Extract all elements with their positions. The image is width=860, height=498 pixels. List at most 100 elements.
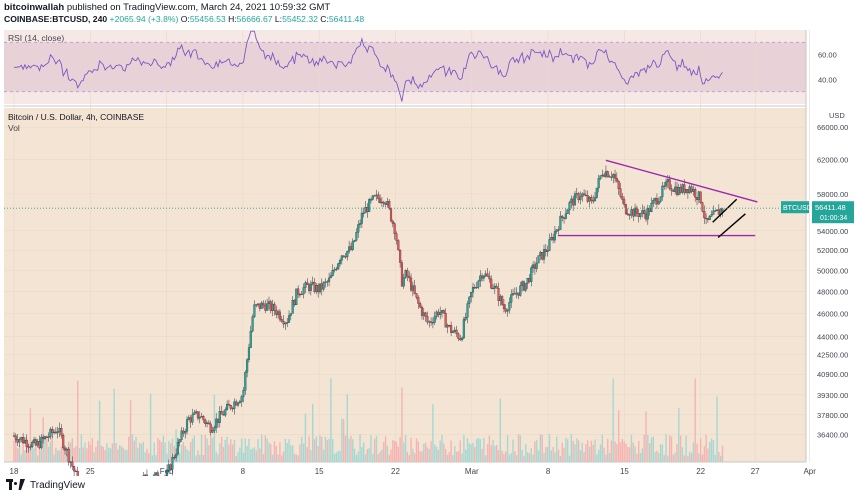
symbol-label: COINBASE:BTCUSD, 240	[4, 14, 108, 24]
volume-bar	[627, 446, 629, 462]
candle-body	[499, 296, 502, 301]
volume-bar	[474, 447, 476, 462]
candle-body	[211, 430, 214, 433]
volume-bar	[408, 455, 410, 462]
candle-body	[242, 389, 245, 397]
volume-bar	[204, 434, 206, 462]
volume-bar	[15, 439, 17, 462]
volume-bar	[592, 444, 594, 462]
price-tick-label: 48000.00	[817, 288, 848, 297]
candle-body	[328, 277, 331, 282]
candle-body	[603, 174, 606, 177]
candle-body	[384, 203, 387, 205]
candle-body	[610, 176, 613, 178]
candle-body	[564, 213, 567, 219]
candle-body	[389, 208, 393, 222]
volume-bar	[461, 453, 463, 462]
volume-bar	[29, 408, 32, 462]
candle-body	[697, 191, 700, 200]
candle-body	[264, 304, 267, 311]
candle-body	[65, 448, 68, 451]
candle-body	[236, 402, 240, 406]
volume-bar	[667, 455, 669, 462]
volume-bar	[435, 446, 438, 462]
volume-bar	[270, 444, 272, 462]
candle-body	[703, 211, 706, 219]
volume-bar	[630, 435, 633, 462]
candle-body	[31, 442, 34, 447]
candle-body	[439, 312, 442, 315]
volume-bar	[199, 454, 201, 462]
open-value: 55456.53	[189, 14, 226, 24]
candle-body	[200, 416, 203, 418]
candle-body	[156, 472, 159, 476]
candle-body	[597, 178, 600, 189]
volume-bar	[512, 439, 514, 462]
candle-body	[420, 306, 424, 316]
time-tick-label: 18	[10, 467, 19, 476]
volume-bar	[353, 448, 356, 462]
volume-bar	[364, 454, 367, 462]
candle-body	[568, 202, 571, 211]
candle-body	[510, 294, 513, 303]
volume-bar	[275, 445, 277, 462]
volume-bar	[277, 454, 279, 462]
volume-bar	[687, 455, 689, 462]
trading-chart[interactable]: RSI (14, close) 60.00 40.00 Bitcoin / U.S. …	[0, 26, 860, 476]
candle-body	[681, 184, 684, 193]
candle-body	[701, 202, 704, 212]
volume-bar	[118, 445, 121, 462]
volume-bar	[370, 435, 372, 462]
price-tick-label: 66000.00	[817, 123, 848, 132]
candle-body	[557, 229, 560, 231]
volume-bar	[434, 444, 436, 462]
volume-bar	[561, 442, 563, 462]
volume-bar	[503, 454, 505, 462]
candle-body	[431, 322, 434, 324]
volume-bar	[563, 447, 565, 462]
volume-bar	[477, 437, 480, 462]
volume-bar	[233, 439, 236, 462]
volume-bar	[639, 453, 642, 462]
candle-body	[685, 189, 688, 193]
volume-bar	[304, 413, 307, 462]
candle-body	[519, 285, 522, 296]
volume-bar	[157, 438, 159, 462]
volume-bar	[342, 419, 345, 462]
candle-body	[435, 311, 438, 317]
volume-bar	[628, 447, 631, 462]
candle-body	[371, 195, 374, 200]
volume-bar	[636, 453, 638, 462]
volume-bar	[439, 440, 441, 462]
volume-bar	[506, 435, 509, 462]
candle-body	[606, 171, 609, 178]
volume-bar	[53, 454, 55, 462]
candle-body	[672, 190, 675, 192]
candle-body	[12, 435, 16, 437]
volume-bar	[537, 450, 540, 462]
volume-bar	[455, 451, 458, 462]
volume-bar	[246, 445, 248, 462]
volume-bar	[38, 438, 41, 462]
price-tick-label: 40900.00	[817, 370, 848, 379]
volume-bar	[24, 450, 26, 462]
volume-bar	[69, 442, 72, 462]
candle-body	[382, 201, 385, 204]
candle-body	[304, 282, 307, 288]
volume-bar	[488, 435, 491, 462]
high-label: H:	[228, 14, 237, 24]
candle-body	[193, 412, 196, 415]
volume-bar	[645, 411, 647, 462]
volume-bar	[291, 445, 294, 462]
volume-bar	[210, 434, 212, 462]
candle-body	[504, 308, 507, 312]
candle-body	[517, 292, 520, 296]
candle-body	[488, 276, 491, 280]
volume-bar	[428, 448, 430, 462]
candle-body	[43, 436, 47, 439]
candle-body	[453, 329, 456, 332]
candle-body	[359, 223, 362, 225]
volume-bar	[319, 435, 321, 462]
rsi-tick-label: 60.00	[818, 51, 837, 60]
price-tick-label: 62000.00	[817, 155, 848, 164]
